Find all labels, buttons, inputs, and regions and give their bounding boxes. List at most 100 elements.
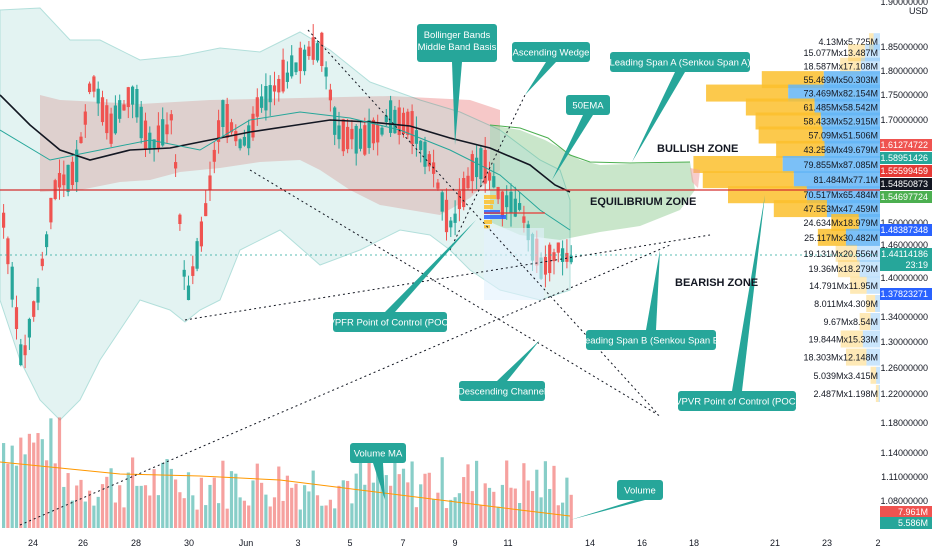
candle-body [169,114,173,121]
volume-bar [565,477,569,528]
candle-body [281,59,285,92]
vp-bar-up [817,228,846,246]
callout-box-vpvr[interactable] [678,391,796,411]
candle-body [70,161,74,186]
time-axis[interactable]: 24 26 28 30 Jun 3 5 7 9 11 14 16 18 21 23 2 [0,535,932,550]
volume-bar [294,483,298,528]
candle-body [509,191,513,213]
volume-ma-line [0,461,571,517]
volume-bar [195,509,199,528]
callout-box-wedge[interactable] [512,42,590,62]
callout-text-spanA: Leading Span A (Senkou Span A) [609,58,750,69]
price-tick-label: 1.18000000 [880,418,928,428]
indicator-lines [0,94,932,300]
candle-body [135,89,139,118]
volume-bar [569,494,573,528]
volume-bar [204,505,208,528]
vp-label: 5.039Mx3.415M [813,371,878,381]
vp-bar-down [866,348,880,366]
candle-body [354,125,358,154]
candle-body [290,55,294,77]
callout-pointer [570,500,645,520]
vp-label: 79.855Mx87.085M [803,160,878,170]
callout-box-spanA[interactable] [610,52,750,72]
volume-bar [500,484,504,528]
vp-bar-down [857,244,880,262]
price-badge-label: 1.58951426 [880,153,928,163]
volume-bar [191,495,195,528]
candle-body [165,124,169,135]
price-badge [880,259,932,271]
vp-bar-up [850,276,867,294]
volume-bar [221,460,225,528]
callout-text-ema: 50EMA [572,101,604,112]
candle-body [475,157,479,178]
price-badge [880,152,932,164]
vp-bar-down [866,276,880,294]
callout-box-volume[interactable] [617,480,663,500]
callout-box-bollinger[interactable] [417,24,497,62]
candle-body [66,164,70,192]
candle-body [92,76,96,92]
callout-box-spanB[interactable] [586,330,716,350]
ascending-wedge-line[interactable] [449,94,526,251]
vp-bar-up [773,200,827,218]
candle-body [14,307,19,330]
candle-body [518,203,522,210]
volume-bar [285,475,289,528]
volume-bar [139,485,143,528]
volume-bar [337,485,341,528]
callout-pointer [552,115,593,180]
volume-bar [535,469,539,528]
callout-pointer [497,340,540,381]
candle-body [186,285,191,301]
volume-bar [380,480,384,528]
price-badge-label: 23:19 [905,260,928,270]
vp-label: 25.117Mx30.482M [804,233,878,243]
volume-bar [234,473,238,528]
candle-body [36,286,40,303]
callout-text-spanB: Leading Span B (Senkou Span B) [580,336,723,347]
volume-bar [165,459,169,528]
callout-text-volume: Volume [624,486,656,497]
volume-bar [208,484,212,528]
callout-box-vpfr[interactable] [333,312,447,332]
volume-bar [371,482,375,528]
callout-pointer [373,463,385,500]
vp-label: 61.485Mx58.542M [803,103,878,113]
volume-bar [113,502,117,528]
vp-label: 19.131Mx20.556M [803,249,878,259]
candle-body [19,344,23,366]
candle-body [79,136,83,144]
vp-bar-up [776,140,825,158]
volume-bar [75,485,79,528]
vp-bar-up [835,244,858,262]
volume-bar [530,491,535,528]
candle-body [298,47,302,72]
candle-body [556,242,560,253]
volume-bar [315,495,320,528]
vp-bar-down [873,33,880,51]
candle-body [543,256,547,275]
candle-body [324,67,328,77]
support-trendline[interactable] [184,234,711,321]
callout-pointer [452,62,462,145]
candle-body [419,140,423,151]
candle-body [139,106,143,139]
volume-bar [152,469,156,528]
vp-bar-up [870,366,877,384]
candle-body [427,154,431,167]
vp-bar-down [858,214,880,231]
volume-bar [49,418,53,528]
candle-body [552,252,556,262]
price-tick-label: 1.26000000 [880,363,928,373]
candle-body [440,192,444,212]
callout-box-volma[interactable] [350,443,406,463]
callout-box-channel[interactable] [459,381,545,401]
vp-bar-down [845,228,880,246]
price-tick-label: 1.08000000 [880,496,928,506]
callout-box-ema[interactable] [566,95,610,115]
